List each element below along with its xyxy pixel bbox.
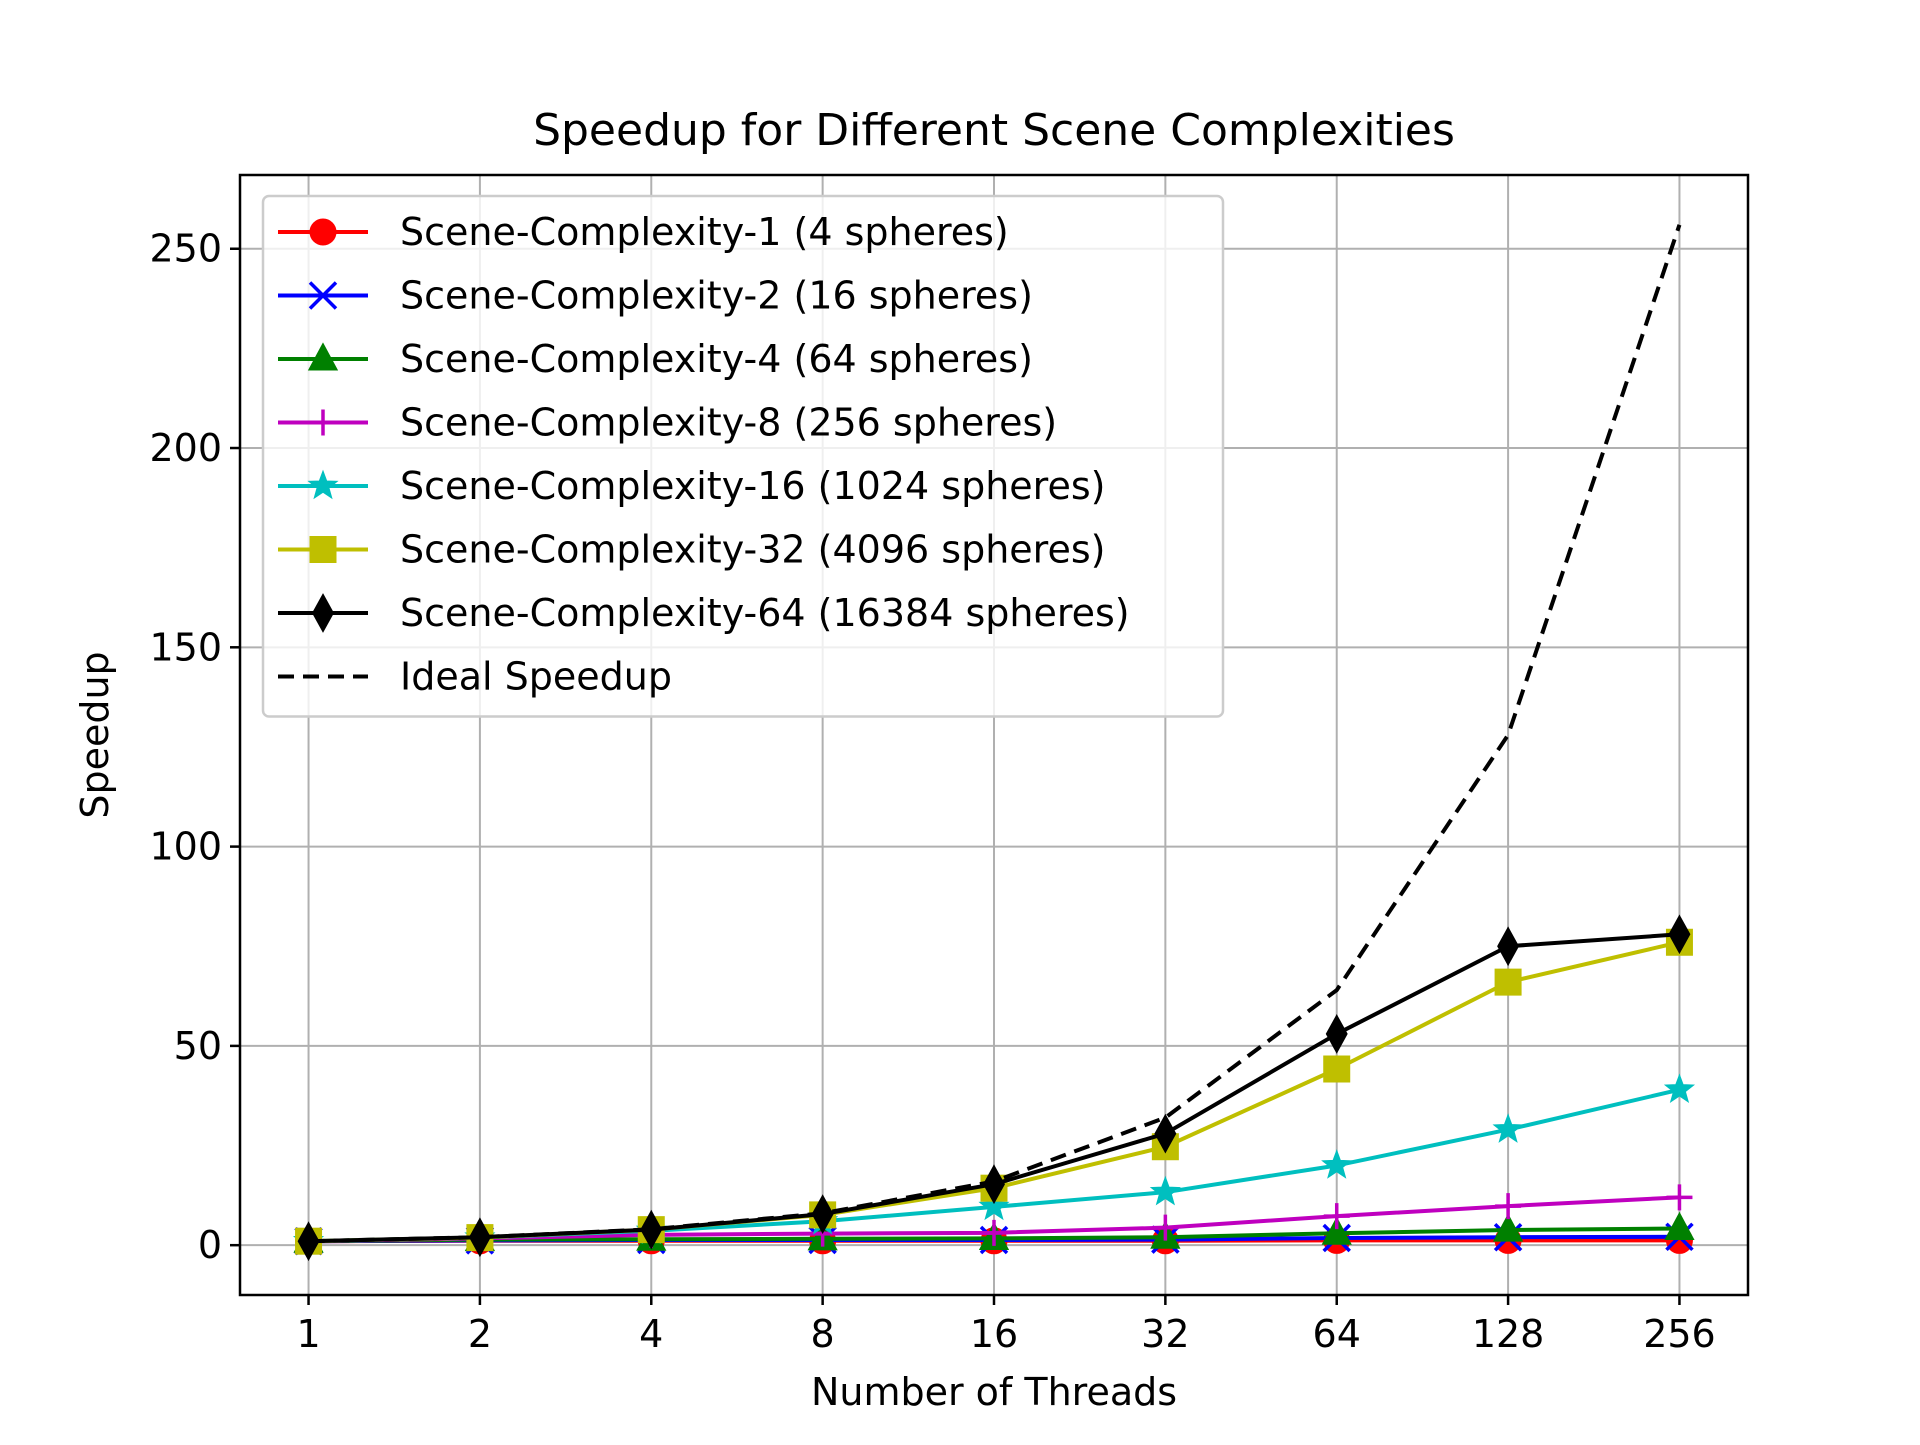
data-point (1321, 1216, 1352, 1245)
legend-item: Scene-Complexity-2 (16 spheres) (278, 274, 1033, 318)
chart-title: Speedup for Different Scene Complexities (533, 105, 1455, 156)
series-group (292, 224, 1696, 1262)
data-point (1321, 1149, 1353, 1179)
legend-item: Scene-Complexity-16 (1024 spheres) (278, 464, 1105, 508)
data-point (1149, 1175, 1181, 1206)
legend: Scene-Complexity-1 (4 spheres) Scene-Comp… (261, 194, 1225, 718)
x-tick-label: 2 (468, 1312, 492, 1356)
data-point (1663, 1073, 1696, 1103)
legend-label: Scene-Complexity-4 (64 spheres) (400, 337, 1033, 381)
legend-label: Scene-Complexity-1 (4 spheres) (400, 210, 1009, 254)
y-tick-label: 150 (149, 625, 222, 669)
x-tick-label: 128 (1472, 1312, 1545, 1356)
data-point (1494, 968, 1522, 996)
x-tick-label: 4 (639, 1312, 663, 1356)
data-point (1492, 1213, 1524, 1242)
legend-items: Scene-Complexity-1 (4 spheres) Scene-Comp… (278, 210, 1130, 699)
y-tick-label: 50 (174, 1024, 222, 1068)
data-point (981, 1219, 1007, 1246)
y-axis-label: Speedup (73, 651, 117, 818)
legend-label: Scene-Complexity-8 (256 spheres) (400, 401, 1057, 445)
data-point (640, 1209, 663, 1250)
data-point (1323, 1203, 1350, 1230)
y-tick-label: 200 (149, 426, 222, 470)
legend-item: Ideal Speedup (278, 655, 672, 699)
data-point (1492, 1113, 1524, 1143)
legend-marker (312, 593, 334, 633)
legend-box (261, 194, 1225, 718)
x-tick-label: 64 (1313, 1312, 1361, 1356)
data-point (1325, 1014, 1348, 1054)
legend-label: Scene-Complexity-32 (4096 spheres) (400, 528, 1105, 572)
x-tick-label: 256 (1643, 1312, 1716, 1356)
x-tick-label: 32 (1141, 1312, 1189, 1356)
legend-marker (307, 469, 339, 500)
x-tick-label: 1 (296, 1312, 320, 1356)
legend-item: Scene-Complexity-1 (4 spheres) (278, 210, 1009, 254)
legend-label: Ideal Speedup (400, 655, 672, 699)
data-point (1323, 1055, 1351, 1083)
x-axis-label: Number of Threads (811, 1370, 1177, 1414)
data-point (1495, 1193, 1522, 1220)
legend-label: Scene-Complexity-2 (16 spheres) (400, 274, 1033, 318)
legend-marker (307, 342, 339, 371)
data-point (1497, 926, 1520, 967)
legend-marker (308, 281, 338, 310)
data-point (978, 1190, 1010, 1221)
y-tick-label: 100 (149, 825, 222, 869)
series-line (308, 224, 1682, 1244)
legend-marker (309, 218, 337, 246)
x-tick-label: 16 (970, 1312, 1018, 1356)
data-point (1666, 1184, 1693, 1211)
data-point (1668, 914, 1691, 955)
data-point (1664, 1211, 1695, 1240)
data-point (1154, 1113, 1177, 1154)
legend-label: Scene-Complexity-16 (1024 spheres) (400, 464, 1105, 508)
legend-item: Scene-Complexity-32 (4096 spheres) (278, 528, 1105, 572)
legend-item: Scene-Complexity-4 (64 spheres) (278, 337, 1033, 381)
y-tick-label: 250 (149, 227, 222, 271)
data-point (468, 1217, 491, 1258)
legend-label: Scene-Complexity-64 (16384 spheres) (400, 591, 1130, 635)
legend-marker (309, 536, 337, 563)
legend-item: Scene-Complexity-64 (16384 spheres) (278, 591, 1130, 635)
legend-marker (310, 409, 336, 436)
axis-ticks: 1 2 4 8 16 32 64 128 256 0 50 100 150 200 250 (149, 227, 1715, 1356)
data-point (1152, 1214, 1179, 1241)
legend-item: Scene-Complexity-8 (256 spheres) (278, 401, 1057, 445)
x-tick-label: 8 (811, 1312, 835, 1356)
y-tick-label: 0 (198, 1223, 222, 1267)
data-point (983, 1164, 1005, 1205)
series-ideal-speedup (308, 224, 1682, 1244)
